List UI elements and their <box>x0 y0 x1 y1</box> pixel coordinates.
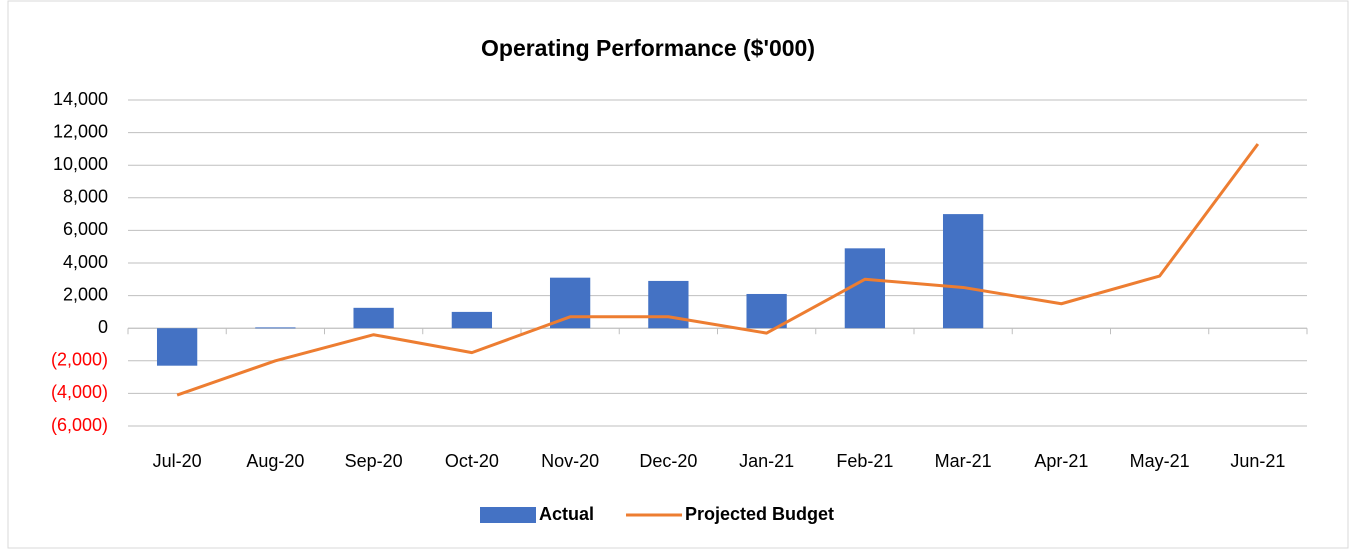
bar <box>353 307 394 329</box>
bar <box>942 214 984 329</box>
x-tick-label: Jan-21 <box>739 451 794 471</box>
y-tick-label: (6,000) <box>51 415 108 435</box>
chart-title: Operating Performance ($'000) <box>481 35 815 61</box>
bar <box>746 293 787 329</box>
chart-frame <box>7 0 1349 549</box>
x-tick-label: Sep-20 <box>345 451 403 471</box>
y-tick-label: (2,000) <box>51 350 108 370</box>
x-tick-label: Aug-20 <box>246 451 304 471</box>
y-tick-label: 12,000 <box>53 121 108 141</box>
x-tick-label: May-21 <box>1130 451 1190 471</box>
bar <box>451 311 493 329</box>
y-tick-label: 10,000 <box>53 154 108 174</box>
bar <box>549 277 591 329</box>
y-tick-label: 14,000 <box>53 89 108 109</box>
y-tick-label: 0 <box>98 317 108 337</box>
x-tick-label: Nov-20 <box>541 451 599 471</box>
y-tick-label: 8,000 <box>63 187 108 207</box>
y-tick-label: 6,000 <box>63 219 108 239</box>
legend-swatch <box>480 507 536 523</box>
x-tick-label: Dec-20 <box>639 451 697 471</box>
bar <box>648 280 689 329</box>
y-tick-label: 2,000 <box>63 284 108 304</box>
x-tick-label: Jul-20 <box>153 451 202 471</box>
x-tick-label: Mar-21 <box>935 451 992 471</box>
legend-label: Actual <box>539 504 594 524</box>
line <box>176 143 1260 397</box>
x-tick-label: Apr-21 <box>1034 451 1088 471</box>
legend-label: Projected Budget <box>685 504 834 524</box>
bar <box>156 328 198 366</box>
y-tick-label: (4,000) <box>51 382 108 402</box>
x-tick-label: Jun-21 <box>1230 451 1285 471</box>
x-tick-label: Oct-20 <box>445 451 499 471</box>
y-tick-label: 4,000 <box>63 252 108 272</box>
bar <box>255 327 296 329</box>
x-tick-label: Feb-21 <box>836 451 893 471</box>
